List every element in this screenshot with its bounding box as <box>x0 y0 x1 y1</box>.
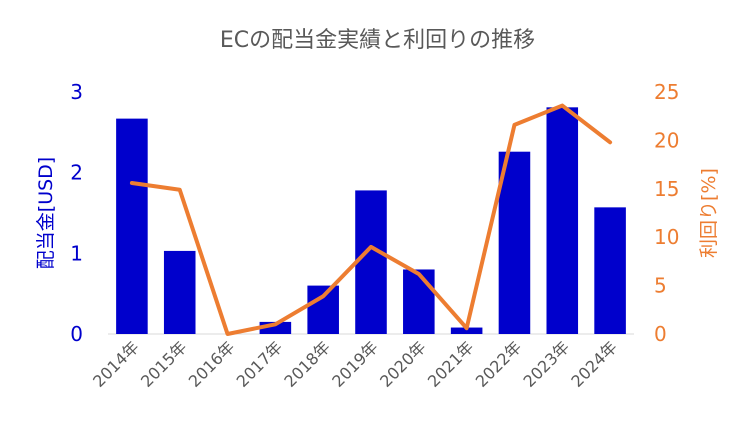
x-tick-label: 2023年 <box>520 337 574 391</box>
y-tick-left: 2 <box>70 161 83 185</box>
x-tick-label: 2024年 <box>567 337 621 391</box>
bar-2020年 <box>403 269 435 334</box>
y-axis-title-right: 利回り[%] <box>698 168 720 258</box>
y-tick-right: 25 <box>654 80 679 104</box>
bar-2019年 <box>355 190 387 334</box>
bar-2015年 <box>163 250 196 334</box>
x-tick-label: 2014年 <box>89 337 143 391</box>
chart-title: ECの配当金実績と利回りの推移 <box>219 28 536 53</box>
x-tick-label: 2021年 <box>424 337 478 391</box>
y-tick-right: 5 <box>654 274 667 298</box>
x-tick-label: 2015年 <box>137 337 191 391</box>
bar-2024年 <box>594 207 626 334</box>
bar-2021年 <box>450 327 483 334</box>
bar-2023年 <box>546 107 579 335</box>
y-tick-right: 0 <box>654 322 667 346</box>
bar-2018年 <box>307 285 339 334</box>
bar-2014年 <box>116 118 148 335</box>
x-tick-label: 2016年 <box>185 337 239 391</box>
y-tick-left: 3 <box>70 80 83 104</box>
y-tick-right: 20 <box>654 128 679 152</box>
y-tick-left: 1 <box>70 241 83 265</box>
x-tick-label: 2019年 <box>328 337 382 391</box>
y-tick-right: 15 <box>654 177 679 201</box>
x-tick-label: 2017年 <box>233 337 287 391</box>
x-tick-label: 2022年 <box>472 337 526 391</box>
x-tick-label: 2020年 <box>376 337 430 391</box>
y-tick-left: 0 <box>70 322 83 346</box>
bar-2022年 <box>498 151 531 334</box>
x-tick-label: 2018年 <box>280 337 334 391</box>
y-tick-right: 10 <box>654 225 679 249</box>
y-axis-title-left: 配当金[USD] <box>35 157 57 269</box>
